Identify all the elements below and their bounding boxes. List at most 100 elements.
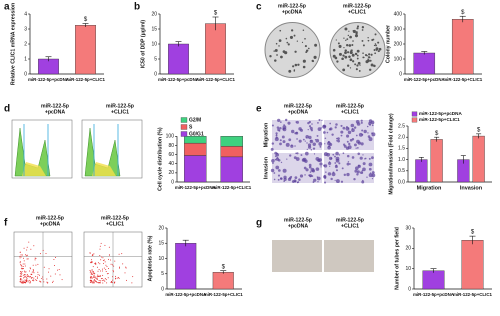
- event: [19, 262, 21, 264]
- event: [97, 274, 99, 276]
- event: [94, 263, 96, 265]
- event: [94, 276, 96, 278]
- legend-label: G0/G1: [189, 131, 204, 137]
- cell: [360, 142, 364, 146]
- cell: [331, 172, 336, 177]
- cell: [346, 140, 349, 143]
- cell: [307, 145, 312, 149]
- colony: [285, 37, 288, 40]
- colony: [352, 29, 356, 34]
- event: [20, 275, 22, 277]
- cell: [308, 125, 312, 128]
- event: [104, 261, 106, 263]
- cell: [318, 119, 321, 122]
- cell: [275, 134, 278, 136]
- cell: [367, 132, 369, 134]
- error-bar: [476, 133, 482, 139]
- cell: [351, 127, 354, 130]
- cell: [368, 119, 373, 123]
- cell: [317, 127, 322, 131]
- cell: [358, 132, 363, 137]
- event: [30, 277, 32, 279]
- cell: [271, 142, 275, 145]
- cell: [294, 176, 298, 179]
- colony: [378, 47, 382, 51]
- cell: [329, 122, 332, 125]
- y-axis-label: IC50 of DDP (μg/ml): [140, 20, 146, 69]
- event: [89, 252, 91, 254]
- cell: [361, 129, 364, 132]
- event: [89, 280, 91, 282]
- colony: [314, 43, 318, 47]
- colony: [375, 44, 377, 47]
- event: [52, 280, 54, 282]
- colony: [351, 43, 354, 46]
- cell: [320, 166, 322, 168]
- event: [32, 264, 34, 266]
- colony: [344, 27, 348, 31]
- cell: [349, 163, 351, 165]
- cell: [317, 181, 319, 183]
- image-caption: miR-122-5p: [336, 103, 364, 109]
- y-tick-label: 2.5: [398, 123, 405, 129]
- event: [97, 282, 99, 284]
- cell: [368, 167, 372, 171]
- event: [94, 273, 96, 275]
- cell: [360, 119, 363, 122]
- cell: [353, 143, 357, 147]
- event: [94, 280, 96, 282]
- cell: [273, 178, 276, 181]
- event: [19, 255, 21, 257]
- cell: [316, 176, 319, 178]
- colony: [346, 38, 349, 41]
- event: [107, 273, 109, 275]
- bar-segment: [184, 142, 207, 156]
- cell: [273, 172, 276, 174]
- colony: [307, 47, 310, 50]
- cell: [356, 139, 360, 144]
- cell: [336, 139, 338, 142]
- event: [114, 260, 116, 262]
- event: [37, 274, 39, 276]
- cell: [319, 145, 322, 148]
- cell: [347, 130, 352, 135]
- event: [105, 271, 107, 273]
- event: [91, 279, 93, 281]
- event: [23, 270, 25, 272]
- image-caption: +CLIC1: [106, 221, 124, 227]
- significance: $: [214, 11, 218, 17]
- event: [37, 263, 39, 265]
- event: [91, 277, 93, 279]
- event: [46, 278, 48, 280]
- cell: [334, 179, 336, 181]
- cell: [353, 177, 356, 181]
- cell: [279, 142, 282, 146]
- cell: [328, 161, 332, 166]
- event: [23, 282, 25, 284]
- cell: [334, 155, 336, 158]
- event: [24, 274, 26, 276]
- x-tick-label: miR-122-5p+pcDNA: [158, 77, 200, 82]
- event: [31, 271, 33, 273]
- y-tick-label: 100: [394, 56, 403, 62]
- event: [53, 259, 55, 261]
- image-caption: miR-122-5p: [101, 215, 129, 221]
- colony: [368, 68, 372, 72]
- cell: [309, 171, 312, 173]
- cell: [323, 181, 327, 184]
- image-caption: miR-122-5p: [36, 215, 64, 221]
- event: [96, 266, 98, 268]
- event: [99, 280, 101, 282]
- colony: [296, 40, 298, 42]
- colony: [297, 63, 300, 66]
- event: [42, 279, 44, 281]
- colony: [376, 47, 379, 50]
- bar: [451, 19, 474, 75]
- colony: [368, 53, 371, 56]
- cell: [371, 124, 374, 127]
- cell: [360, 121, 363, 124]
- event: [24, 280, 26, 282]
- event: [36, 280, 38, 282]
- colony: [362, 52, 364, 54]
- cell: [335, 151, 339, 156]
